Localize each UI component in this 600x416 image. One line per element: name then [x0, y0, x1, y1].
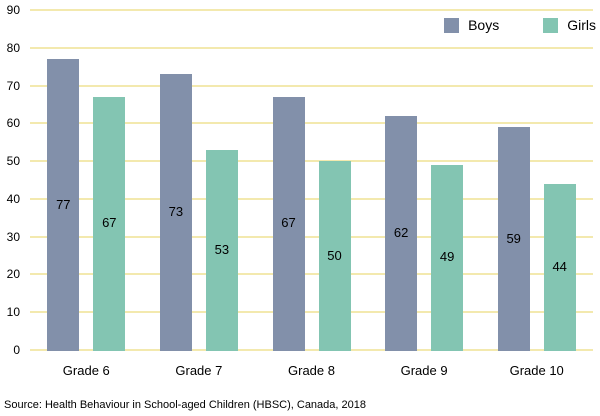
bar-value-boys-grade-10: 59 — [506, 230, 521, 246]
legend-label-boys: Boys — [468, 17, 500, 33]
gridline-40 — [30, 197, 593, 200]
gridline-0 — [30, 349, 593, 351]
bar-boys-grade-8 — [272, 96, 305, 351]
bar-boys-grade-9 — [385, 115, 418, 351]
bar-value-boys-grade-6: 77 — [56, 196, 71, 212]
x-axis-label-grade-9: Grade 9 — [400, 363, 448, 378]
y-axis-label-90: 90 — [6, 3, 20, 17]
bar-value-girls-grade-7: 53 — [214, 241, 230, 257]
y-axis-label-50: 50 — [6, 154, 20, 169]
bar-value-girls-grade-6: 67 — [102, 215, 117, 231]
legend-label-girls: Girls — [567, 17, 596, 33]
y-axis-label-0: 0 — [13, 343, 20, 357]
x-axis-label-grade-8: Grade 8 — [288, 363, 335, 378]
y-axis-label-60: 60 — [6, 116, 20, 131]
bar-boys-grade-7 — [159, 74, 192, 351]
y-axis-label-20: 20 — [6, 267, 20, 282]
x-axis-label-grade-10: Grade 10 — [509, 363, 564, 378]
y-axis-label-10: 10 — [6, 305, 20, 320]
source-note: Source: Health Behaviour in School-aged … — [4, 399, 366, 411]
bar-boys-grade-6 — [47, 59, 80, 351]
bar-girls-grade-8 — [318, 161, 351, 351]
bar-value-girls-grade-8: 50 — [327, 247, 342, 263]
gridline-70 — [30, 84, 593, 87]
x-axis-label-grade-7: Grade 7 — [175, 363, 223, 378]
gridline-10 — [30, 311, 593, 314]
bar-girls-grade-7 — [205, 149, 238, 351]
bar-value-boys-grade-7: 73 — [168, 204, 184, 220]
legend: Boys Girls — [444, 17, 596, 33]
gridline-20 — [30, 273, 593, 276]
y-axis-label-40: 40 — [6, 191, 20, 206]
bar-girls-grade-9 — [431, 164, 464, 351]
bar-value-girls-grade-10: 44 — [552, 258, 567, 274]
bar-value-boys-grade-9: 62 — [393, 224, 409, 240]
gridline-50 — [30, 160, 593, 163]
legend-swatch-girls-icon — [543, 17, 559, 33]
y-axis-label-30: 30 — [6, 229, 20, 244]
bar-girls-grade-10 — [543, 183, 576, 351]
legend-item-girls: Girls — [543, 17, 596, 33]
legend-swatch-boys-icon — [444, 17, 460, 33]
bar-boys-grade-10 — [497, 127, 530, 351]
bar-value-girls-grade-9: 49 — [439, 249, 455, 265]
x-axis-label-grade-6: Grade 6 — [62, 363, 110, 378]
y-axis-label-70: 70 — [6, 78, 20, 93]
gridline-60 — [30, 122, 593, 125]
bar-girls-grade-6 — [93, 96, 126, 351]
gridline-30 — [30, 235, 593, 238]
gridline-90 — [30, 9, 593, 11]
legend-item-boys: Boys — [444, 17, 499, 33]
bar-value-boys-grade-8: 67 — [281, 215, 296, 231]
gridline-80 — [30, 46, 593, 49]
y-axis-label-80: 80 — [6, 40, 20, 55]
